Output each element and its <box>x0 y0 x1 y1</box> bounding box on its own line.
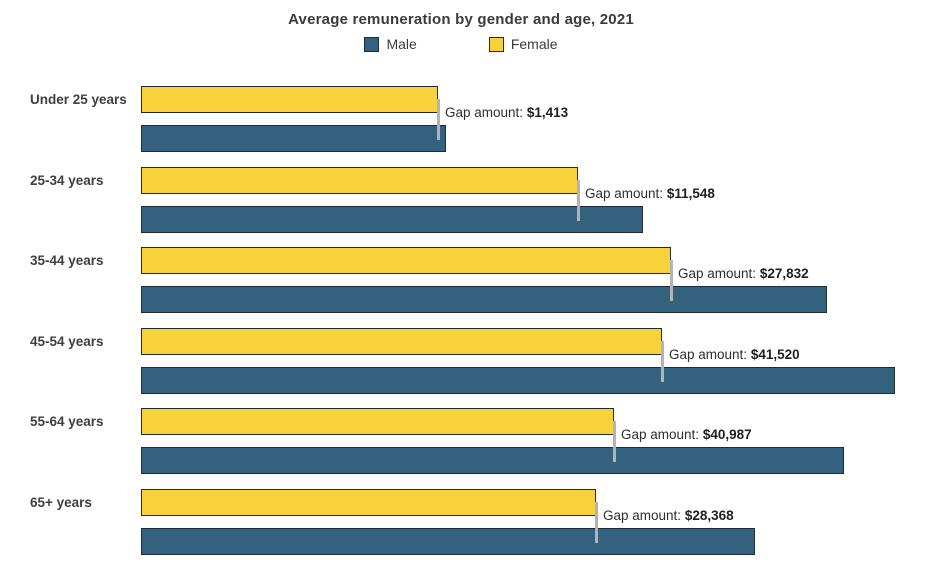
legend: Male Female <box>0 36 922 52</box>
gap-connector-line <box>613 421 616 462</box>
age-group-row: 55-64 years Gap amount: $40,987 <box>0 408 944 488</box>
age-group-row: Under 25 years Gap amount: $1,413 <box>0 86 944 166</box>
male-bar[interactable] <box>141 125 446 152</box>
gap-amount-label: Gap amount: $28,368 <box>603 508 734 523</box>
male-bar[interactable] <box>141 286 827 313</box>
age-group-row: 65+ years Gap amount: $28,368 <box>0 489 944 569</box>
age-group-label: 25-34 years <box>30 173 104 188</box>
gap-connector-line <box>437 99 440 140</box>
female-bar[interactable] <box>141 86 438 113</box>
female-bar[interactable] <box>141 247 671 274</box>
male-swatch-icon <box>364 36 380 52</box>
gap-amount-label: Gap amount: $41,520 <box>669 347 800 362</box>
age-group-label: 45-54 years <box>30 334 104 349</box>
legend-label-male: Male <box>386 36 417 52</box>
age-group-row: 35-44 years Gap amount: $27,832 <box>0 247 944 327</box>
legend-item-male[interactable]: Male <box>364 36 417 52</box>
gap-amount-label: Gap amount: $1,413 <box>445 105 569 120</box>
gap-amount-label: Gap amount: $11,548 <box>585 186 715 201</box>
gap-connector-line <box>577 180 580 221</box>
age-group-row: 45-54 years Gap amount: $41,520 <box>0 328 944 408</box>
male-bar[interactable] <box>141 447 844 474</box>
age-group-label: 65+ years <box>30 495 92 510</box>
legend-label-female: Female <box>510 36 558 52</box>
age-group-row: 25-34 years Gap amount: $11,548 <box>0 167 944 247</box>
gap-connector-line <box>661 341 664 382</box>
female-bar[interactable] <box>141 328 662 355</box>
age-group-label: 55-64 years <box>30 414 104 429</box>
age-group-label: Under 25 years <box>30 92 127 107</box>
age-group-label: 35-44 years <box>30 253 104 268</box>
female-bar[interactable] <box>141 489 596 516</box>
male-bar[interactable] <box>141 367 895 394</box>
male-bar[interactable] <box>141 206 643 233</box>
chart-title: Average remuneration by gender and age, … <box>288 11 634 28</box>
female-swatch-icon <box>488 36 504 52</box>
male-bar[interactable] <box>141 528 755 555</box>
gap-amount-label: Gap amount: $40,987 <box>621 427 752 442</box>
legend-item-female[interactable]: Female <box>488 36 558 52</box>
gap-connector-line <box>670 260 673 301</box>
female-bar[interactable] <box>141 167 578 194</box>
female-bar[interactable] <box>141 408 614 435</box>
gap-amount-label: Gap amount: $27,832 <box>678 266 809 281</box>
gap-connector-line <box>595 502 598 543</box>
